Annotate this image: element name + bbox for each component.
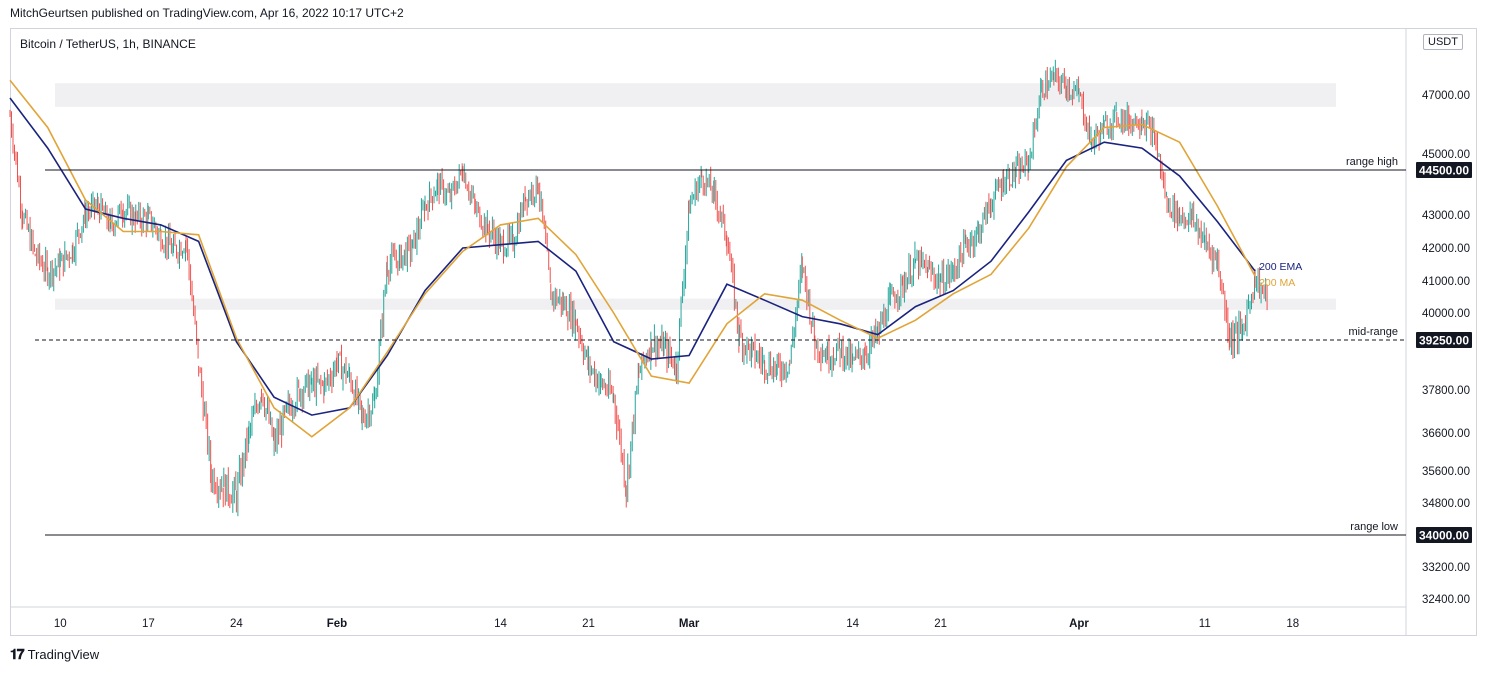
y-tick-label: 47000.00 [1422,90,1470,102]
y-tick-label: 36600.00 [1422,428,1470,440]
x-tick-label: Mar [679,618,700,630]
ema-200-label: 200 EMA [1259,261,1302,273]
level-price-tag-1 [1416,332,1472,348]
y-tick-label: 40000.00 [1422,308,1470,320]
level-label-0: range high [1346,156,1398,168]
x-tick-label: 24 [230,618,243,630]
y-tick-label: 45000.00 [1422,149,1470,161]
zone-0 [55,83,1336,107]
candles [9,59,1268,517]
x-tick-label: 18 [1286,618,1299,630]
y-tick-label: 43000.00 [1422,210,1470,222]
level-label-2: range low [1350,521,1398,533]
x-tick-label: 14 [846,618,859,630]
ma-200-line [9,79,1256,438]
x-tick-label: 21 [582,618,595,630]
y-tick-label: 42000.00 [1422,243,1470,255]
level-price-tag-text-2: 34000.00 [1419,529,1469,543]
x-tick-label: Apr [1069,618,1089,630]
ema-200-line [9,97,1256,416]
x-tick-label: 14 [494,618,507,630]
y-axis-ticks: 47000.00 45000.00 43000.00 42000.00 41000.00… [1422,90,1470,606]
publish-info: MitchGeurtsen published on TradingView.c… [10,6,404,20]
x-tick-label: 21 [934,618,947,630]
x-tick-label: 11 [1199,618,1211,630]
y-tick-label: 35600.00 [1422,466,1470,478]
y-tick-label: 33200.00 [1422,562,1470,574]
footer-brand[interactable]: 𝟏𝟕 TradingView [10,646,99,663]
x-tick-label: Feb [327,618,347,630]
level-price-tag-0 [1416,162,1472,178]
level-price-tag-2 [1416,527,1472,543]
y-tick-label: 34800.00 [1422,498,1470,510]
y-tick-label: 32400.00 [1422,594,1470,606]
level-label-1: mid-range [1348,326,1398,338]
indicators [9,79,1256,438]
y-tick-label: 41000.00 [1422,276,1470,288]
zones [55,83,1336,310]
level-price-tag-text-0: 44500.00 [1419,164,1469,178]
x-tick-label: 17 [142,618,155,630]
indicator-legend: 200 EMA 200 MA [1259,261,1302,289]
x-axis-ticks: 10 17 24 Feb 14 21 Mar 14 21 Apr 11 18 [54,618,1299,630]
ma-200-label: 200 MA [1259,277,1295,289]
y-tick-label: 37800.00 [1422,385,1470,397]
levels: range high 44500.00 mid-range 39250.00 range… [35,156,1472,543]
x-tick-label: 10 [54,618,67,630]
footer-brand-label: TradingView [27,647,100,662]
unit-badge[interactable]: USDT [1423,34,1463,50]
level-price-tag-text-1: 39250.00 [1419,334,1469,348]
chart-frame [10,28,1477,636]
tradingview-logo-icon: 𝟏𝟕 [10,646,25,662]
zone-1 [55,298,1336,310]
symbol-title: Bitcoin / TetherUS, 1h, BINANCE [20,37,196,51]
